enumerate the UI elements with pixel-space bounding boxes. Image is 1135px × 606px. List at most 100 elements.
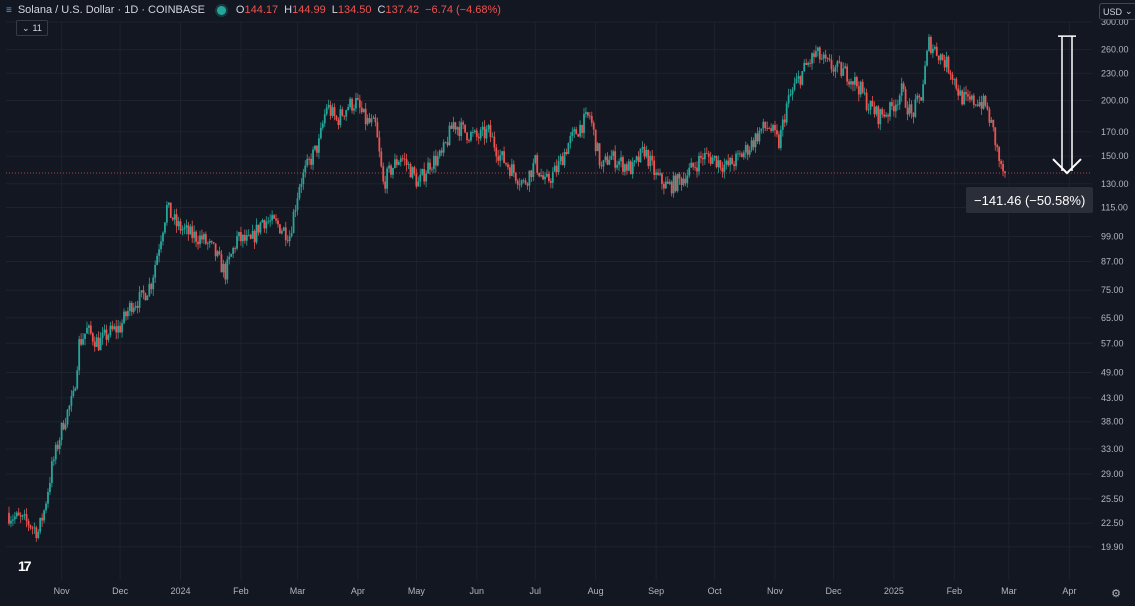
indicators-toggle-button[interactable]: ⌄ 11 xyxy=(16,20,48,36)
candle-body xyxy=(963,92,965,105)
candle-body xyxy=(288,236,291,242)
candle-body xyxy=(245,235,248,241)
candle-body xyxy=(154,264,157,278)
candle-body xyxy=(349,98,351,108)
candle-body xyxy=(674,175,677,192)
candle-body xyxy=(816,47,819,52)
candle-body xyxy=(105,329,108,340)
y-tick-label: 19.90 xyxy=(1101,542,1124,552)
candle-body xyxy=(698,155,700,172)
candle-body xyxy=(598,143,601,166)
candle-body xyxy=(807,62,810,65)
candle-body xyxy=(80,339,83,345)
candle-body xyxy=(187,225,190,235)
candle-body xyxy=(579,124,581,137)
candle-body xyxy=(528,170,531,186)
candle-body xyxy=(914,99,917,117)
candle-body xyxy=(581,124,583,133)
candle-body xyxy=(715,155,718,168)
currency-select[interactable]: USD ⌄ xyxy=(1099,3,1135,20)
candle-body xyxy=(206,243,209,244)
candle-body xyxy=(1004,171,1006,174)
x-tick-label: Mar xyxy=(290,586,306,596)
candle-body xyxy=(464,124,466,133)
candle-body xyxy=(733,164,735,167)
candle-body xyxy=(179,221,182,231)
x-tick-label: Jun xyxy=(470,586,485,596)
candle-body xyxy=(641,146,644,149)
candle-body xyxy=(538,172,541,177)
candle-body xyxy=(614,151,617,168)
x-tick-label: Nov xyxy=(54,586,71,596)
candle-body xyxy=(935,46,938,56)
candle-body xyxy=(703,152,706,160)
candle-body xyxy=(918,95,921,98)
candle-body xyxy=(485,129,488,139)
candle-body xyxy=(904,89,907,108)
candle-body xyxy=(156,255,159,265)
candle-body xyxy=(460,122,463,136)
candle-body xyxy=(142,290,145,294)
candle-body xyxy=(678,174,681,179)
candle-body xyxy=(996,145,999,148)
candle-body xyxy=(945,56,948,68)
symbol-title[interactable]: Solana / U.S. Dollar · 1D · COINBASE xyxy=(17,4,205,16)
candle-body xyxy=(746,145,749,155)
candle-body xyxy=(947,56,950,73)
candle-body xyxy=(818,47,821,60)
candle-body xyxy=(920,97,923,101)
candle-body xyxy=(881,109,884,115)
candle-body xyxy=(618,161,620,165)
candle-body xyxy=(419,174,422,182)
candle-body xyxy=(577,134,580,137)
candle-body xyxy=(236,236,238,249)
candle-body xyxy=(569,136,572,144)
candle-body xyxy=(507,164,509,168)
candle-body xyxy=(717,160,720,168)
candle-body xyxy=(912,112,915,117)
candle-body xyxy=(165,204,168,223)
candle-body xyxy=(737,153,739,155)
candle-body xyxy=(479,129,482,139)
candle-body xyxy=(612,151,615,157)
candle-body xyxy=(972,95,975,105)
candle-body xyxy=(115,326,118,333)
candle-body xyxy=(742,152,745,158)
measure-arrow xyxy=(1052,35,1082,175)
price-axis-bg[interactable] xyxy=(1093,0,1135,606)
candle-body xyxy=(74,388,77,391)
candle-body xyxy=(553,165,556,172)
candle-body xyxy=(107,335,110,340)
candle-body xyxy=(319,127,322,139)
candle-body xyxy=(680,178,683,185)
candle-body xyxy=(762,121,765,129)
candle-body xyxy=(686,175,689,184)
candle-body xyxy=(386,168,389,189)
candle-body xyxy=(132,307,135,312)
candle-body xyxy=(249,234,252,239)
candle-body xyxy=(220,254,223,273)
y-tick-label: 170.00 xyxy=(1101,127,1129,137)
market-status-icon[interactable] xyxy=(216,5,226,15)
candle-body xyxy=(994,127,997,146)
candle-body xyxy=(908,104,911,115)
candle-body xyxy=(444,142,447,144)
candle-body xyxy=(302,172,305,184)
candle-body xyxy=(380,151,383,167)
candle-body xyxy=(811,53,813,64)
candle-body xyxy=(95,337,98,347)
candle-body xyxy=(442,142,445,153)
candle-body xyxy=(160,241,162,250)
candle-body xyxy=(362,108,365,113)
measure-label: −141.46 (−50.58%) xyxy=(966,187,1094,213)
candle-body xyxy=(969,96,971,100)
candle-body xyxy=(345,110,348,117)
candle-body xyxy=(596,143,599,152)
candle-body xyxy=(748,150,751,155)
candle-body xyxy=(510,164,513,176)
tradingview-logo[interactable]: 17 xyxy=(18,558,32,574)
candle-body xyxy=(72,390,75,397)
candle-body xyxy=(760,128,763,131)
gear-icon[interactable]: ⚙ xyxy=(1111,587,1121,600)
